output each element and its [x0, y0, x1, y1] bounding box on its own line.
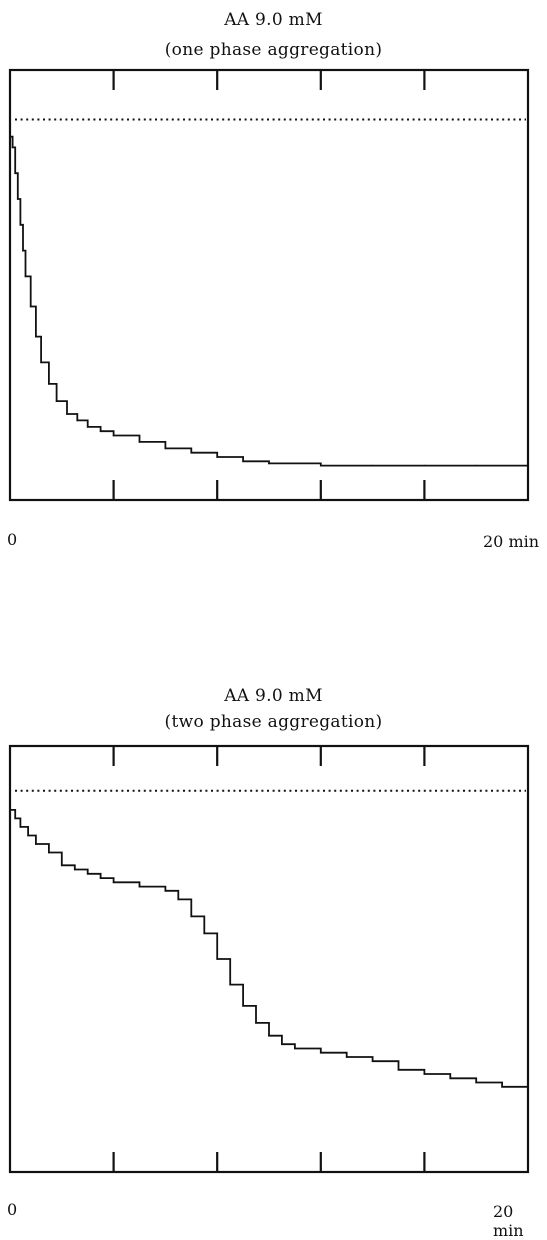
chart1-frame [10, 70, 528, 500]
chart1-point-7 [30, 306, 32, 308]
chart2-point-26 [398, 1069, 400, 1071]
chart2-point-10 [113, 882, 115, 884]
chart2-point-6 [61, 864, 63, 866]
chart2-point-2 [20, 826, 22, 828]
chart2-point-0 [9, 809, 11, 811]
chart1-point-5 [22, 250, 24, 252]
chart1-point-3 [17, 198, 19, 200]
chart2-point-17 [229, 984, 231, 986]
chart1-point-20 [216, 456, 218, 458]
chart2-point-15 [203, 933, 205, 935]
chart1-point-17 [139, 441, 141, 443]
chart2-point-28 [450, 1077, 452, 1079]
chart2-point-19 [255, 1022, 257, 1024]
chart1-point-21 [242, 461, 244, 463]
chart1-point-25 [424, 465, 426, 467]
chart1-point-19 [191, 452, 193, 454]
chart2-point-24 [346, 1056, 348, 1058]
chart1-point-24 [372, 465, 374, 467]
chart1-point-22 [268, 463, 270, 465]
chart2-point-9 [100, 877, 102, 879]
chart1-point-27 [527, 465, 529, 467]
chart2-point-7 [74, 869, 76, 871]
chart1-point-9 [40, 362, 42, 364]
chart2-point-22 [294, 1048, 296, 1050]
chart2-point-31 [527, 1086, 529, 1088]
chart1-point-13 [77, 420, 79, 422]
chart1-point-0 [9, 136, 11, 138]
chart2-point-5 [48, 852, 50, 854]
chart2-point-27 [424, 1073, 426, 1075]
chart2-point-30 [501, 1086, 503, 1088]
chart1-point-8 [35, 336, 37, 338]
chart1-point-11 [56, 400, 58, 402]
chart2-point-13 [178, 899, 180, 901]
chart2-point-4 [35, 843, 37, 845]
chart1-point-15 [100, 430, 102, 432]
chart2-frame [10, 746, 528, 1172]
chart2-point-18 [242, 1005, 244, 1007]
chart1-point-4 [20, 224, 22, 226]
chart2-point-3 [27, 835, 29, 837]
chart1-point-1 [12, 147, 14, 149]
chart1-point-10 [48, 383, 50, 385]
chart1-point-18 [165, 448, 167, 450]
chart1-point-16 [113, 435, 115, 437]
chart1-point-2 [14, 172, 16, 174]
chart1-point-14 [87, 426, 89, 428]
chart2-series-trace [10, 810, 528, 1087]
chart2-point-8 [87, 873, 89, 875]
chart2-point-1 [14, 818, 16, 820]
chart1-series-trace [10, 137, 528, 466]
chart2-point-12 [165, 890, 167, 892]
chart2-point-14 [191, 916, 193, 918]
chart2-point-20 [268, 1035, 270, 1037]
chart2-point-23 [320, 1052, 322, 1054]
chart2-point-16 [216, 958, 218, 960]
chart1-point-26 [475, 465, 477, 467]
chart2-point-25 [372, 1060, 374, 1062]
chart2-point-11 [139, 886, 141, 888]
chart2-point-21 [281, 1043, 283, 1045]
chart1-point-6 [25, 276, 27, 278]
chart2-point-29 [475, 1082, 477, 1084]
chart1-point-23 [320, 465, 322, 467]
chart1-point-12 [66, 413, 68, 415]
